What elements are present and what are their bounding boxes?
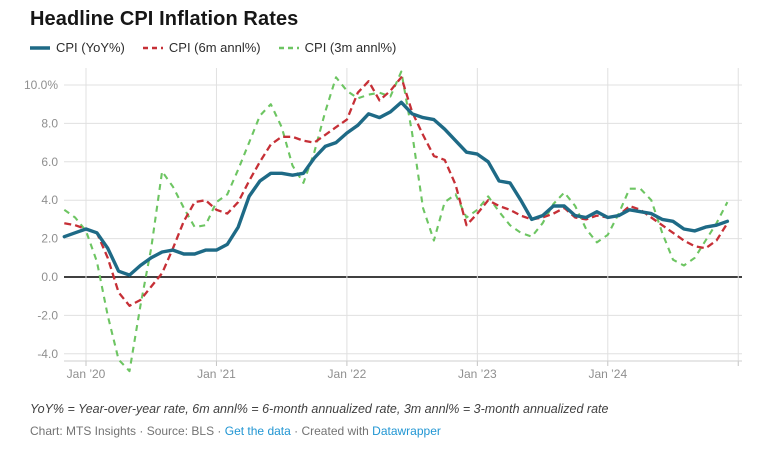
attribution-link[interactable]: Datawrapper xyxy=(372,424,441,438)
legend: CPI (YoY%) CPI (6m annl%) CPI (3m annl%) xyxy=(30,40,396,55)
y-tick-label: -4.0 xyxy=(37,347,58,361)
attribution-text: · xyxy=(136,424,147,438)
attribution-link[interactable]: Get the data xyxy=(224,424,291,438)
y-tick-label: 6.0 xyxy=(41,155,58,169)
x-tick-label: Jan ’23 xyxy=(458,367,497,381)
x-tick-label: Jan ’21 xyxy=(197,367,236,381)
y-tick-label: 2.0 xyxy=(41,232,58,246)
attribution-text: · xyxy=(214,424,225,438)
y-tick-label: -2.0 xyxy=(37,308,58,322)
legend-swatch xyxy=(278,46,299,49)
x-tick-label: Jan ’20 xyxy=(67,367,106,381)
attribution-text: Created with xyxy=(301,424,373,438)
legend-label: CPI (YoY%) xyxy=(56,40,125,55)
attribution-text: Chart: MTS Insights xyxy=(30,424,137,438)
series-line-cpi-3m-annl- xyxy=(63,70,729,373)
y-tick-label: 0.0 xyxy=(41,270,58,284)
legend-item-cpi-yoy-: CPI (YoY%) xyxy=(30,40,125,55)
y-tick-label: 4.0 xyxy=(41,193,58,207)
series-line-cpi-yoy- xyxy=(62,100,730,277)
x-tick-label: Jan ’24 xyxy=(588,367,627,381)
legend-label: CPI (3m annl%) xyxy=(304,40,397,55)
series-line-cpi-6m-annl- xyxy=(64,76,729,307)
chart-title: Headline CPI Inflation Rates xyxy=(30,8,299,30)
attribution-text: · xyxy=(290,424,302,438)
attribution-text: Source: BLS xyxy=(146,424,215,438)
x-tick-label: Jan ’22 xyxy=(328,367,367,381)
y-tick-label: 10.0% xyxy=(24,78,58,92)
attribution: Chart: MTS Insights · Source: BLS · Get … xyxy=(30,424,750,438)
legend-item-cpi-3m-annl-: CPI (3m annl%) xyxy=(278,40,397,55)
legend-label: CPI (6m annl%) xyxy=(168,40,261,55)
legend-swatch xyxy=(30,45,50,50)
legend-swatch xyxy=(142,46,163,49)
y-tick-label: 8.0 xyxy=(41,116,58,130)
legend-item-cpi-6m-annl-: CPI (6m annl%) xyxy=(142,40,261,55)
footnote: YoY% = Year-over-year rate, 6m annl% = 6… xyxy=(30,402,609,416)
